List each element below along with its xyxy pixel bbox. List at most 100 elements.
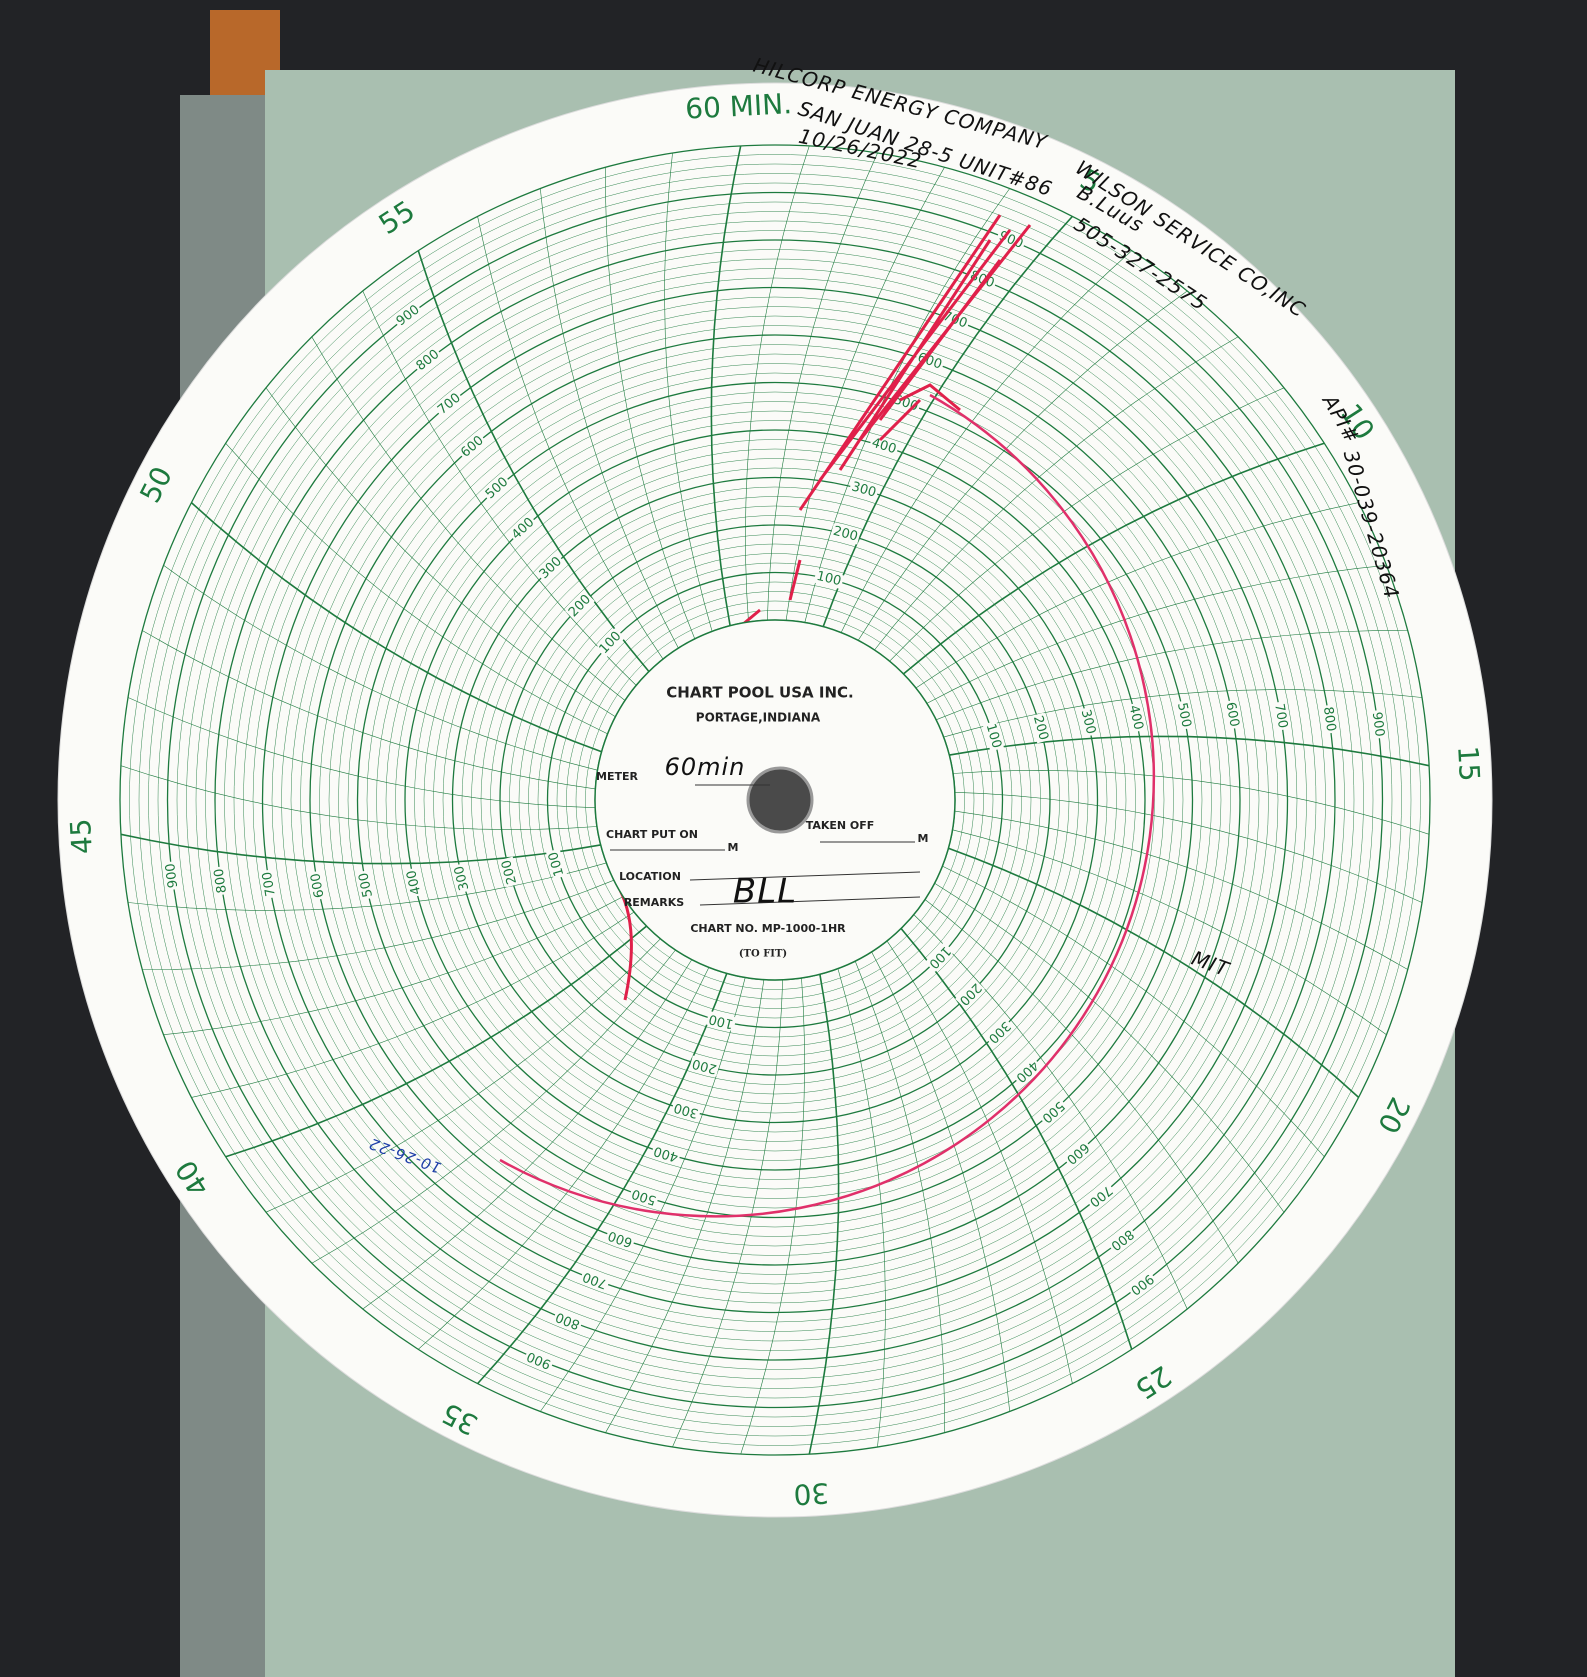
scale-label: 400: [1126, 704, 1146, 732]
center-hole: [746, 766, 814, 834]
time-line: [190, 502, 602, 753]
scale-label-bg: [260, 869, 279, 899]
ring: [546, 571, 1004, 1029]
scale-label: 200: [831, 524, 859, 545]
scale-label-bg: [356, 869, 376, 901]
ring: [509, 534, 1041, 1066]
minute-label: 15: [1451, 745, 1486, 782]
ring: [499, 524, 1051, 1076]
company: CHART POOL USA INC.: [666, 684, 853, 702]
scale-label-bg: [508, 514, 539, 544]
scale-label: 900: [163, 862, 181, 888]
scale-label: 200: [499, 858, 520, 886]
scale-label-bg: [434, 389, 465, 419]
time-line: [142, 630, 596, 790]
time-line: [874, 336, 1239, 651]
scale-label-bg: [457, 432, 488, 462]
scale-label-bg: [670, 1099, 702, 1121]
scale-label-bg: [451, 862, 473, 894]
location-label: LOCATION: [619, 870, 681, 883]
scale-label-bg: [628, 1185, 660, 1208]
scale-label: 700: [1271, 703, 1290, 730]
scale-label-bg: [1106, 1225, 1138, 1254]
time-line: [837, 968, 886, 1447]
time-line: [163, 565, 598, 771]
scale-label-bg: [1085, 1181, 1116, 1211]
scale-label-bg: [689, 1055, 720, 1077]
ring: [214, 239, 1336, 1361]
chart-number: CHART NO. MP-1000-1HR: [690, 922, 846, 935]
time-line: [120, 765, 598, 830]
time-line: [822, 215, 1073, 627]
ring: [195, 220, 1355, 1380]
meter-label: METER: [596, 770, 638, 783]
ring: [261, 286, 1289, 1314]
time-line: [191, 911, 635, 1098]
time-line: [902, 442, 1325, 675]
ring: [281, 306, 1269, 1294]
ring: [148, 173, 1402, 1427]
remarks-label: REMARKS: [624, 896, 684, 909]
ring: [233, 258, 1317, 1342]
ring: [433, 458, 1117, 1142]
time-line: [871, 951, 1010, 1412]
scale-label-bg: [914, 350, 946, 373]
time-line: [915, 502, 1359, 689]
ring: [186, 211, 1364, 1389]
time-line: [265, 387, 616, 718]
scale-label-bg: [1222, 699, 1242, 730]
put-on-label: CHART PUT ON: [606, 828, 698, 841]
scale-label: 500: [356, 871, 376, 898]
scale-label-bg: [412, 346, 444, 375]
scale-label: 100: [983, 722, 1004, 750]
time-line: [672, 979, 783, 1448]
scale-label-bg: [1320, 704, 1339, 735]
ring: [129, 154, 1421, 1446]
ring: [404, 429, 1146, 1171]
ring: [480, 505, 1070, 1095]
time-line: [926, 565, 1387, 704]
scale-label-bg: [481, 473, 513, 503]
time-line: [128, 862, 607, 911]
scale-label-bg: [955, 979, 985, 1009]
ring: [338, 363, 1212, 1237]
ring: [537, 562, 1013, 1038]
scale-label: 300: [850, 479, 878, 500]
ring: [166, 191, 1384, 1409]
ring: [300, 325, 1250, 1275]
ring: [423, 448, 1127, 1152]
scale-label-bg: [813, 568, 845, 590]
time-line: [808, 974, 840, 1455]
time-line: [954, 810, 1408, 970]
ring: [376, 401, 1174, 1199]
scale-label: 100: [815, 569, 843, 589]
ring: [518, 543, 1032, 1057]
time-line: [935, 630, 1408, 721]
scale-label-bg: [650, 1142, 682, 1165]
ring: [385, 410, 1165, 1190]
scale-label-bg: [1125, 702, 1146, 733]
time-line: [767, 152, 878, 621]
time-line: [362, 959, 693, 1310]
minute-label: 60 MIN.: [684, 87, 792, 126]
scale-label: 500: [1174, 701, 1194, 728]
scale-label: 800: [1320, 706, 1338, 733]
scale-label: 100: [707, 1011, 735, 1031]
ring: [138, 163, 1412, 1437]
scale-label: 300: [452, 864, 473, 892]
scale-label-bg: [535, 553, 566, 583]
ring: [319, 344, 1231, 1256]
ring: [328, 353, 1222, 1247]
scale-label-bg: [1126, 1270, 1158, 1299]
ring: [290, 315, 1260, 1285]
scale-label: 400: [404, 869, 424, 897]
time-line: [362, 290, 637, 686]
scale-label-bg: [984, 1017, 1015, 1047]
time-line: [740, 977, 805, 1455]
scale-label: 500: [630, 1185, 658, 1207]
time-line: [225, 443, 608, 735]
scale-label-bg: [579, 1268, 611, 1292]
time-line: [840, 250, 1132, 633]
time-line: [417, 250, 650, 673]
